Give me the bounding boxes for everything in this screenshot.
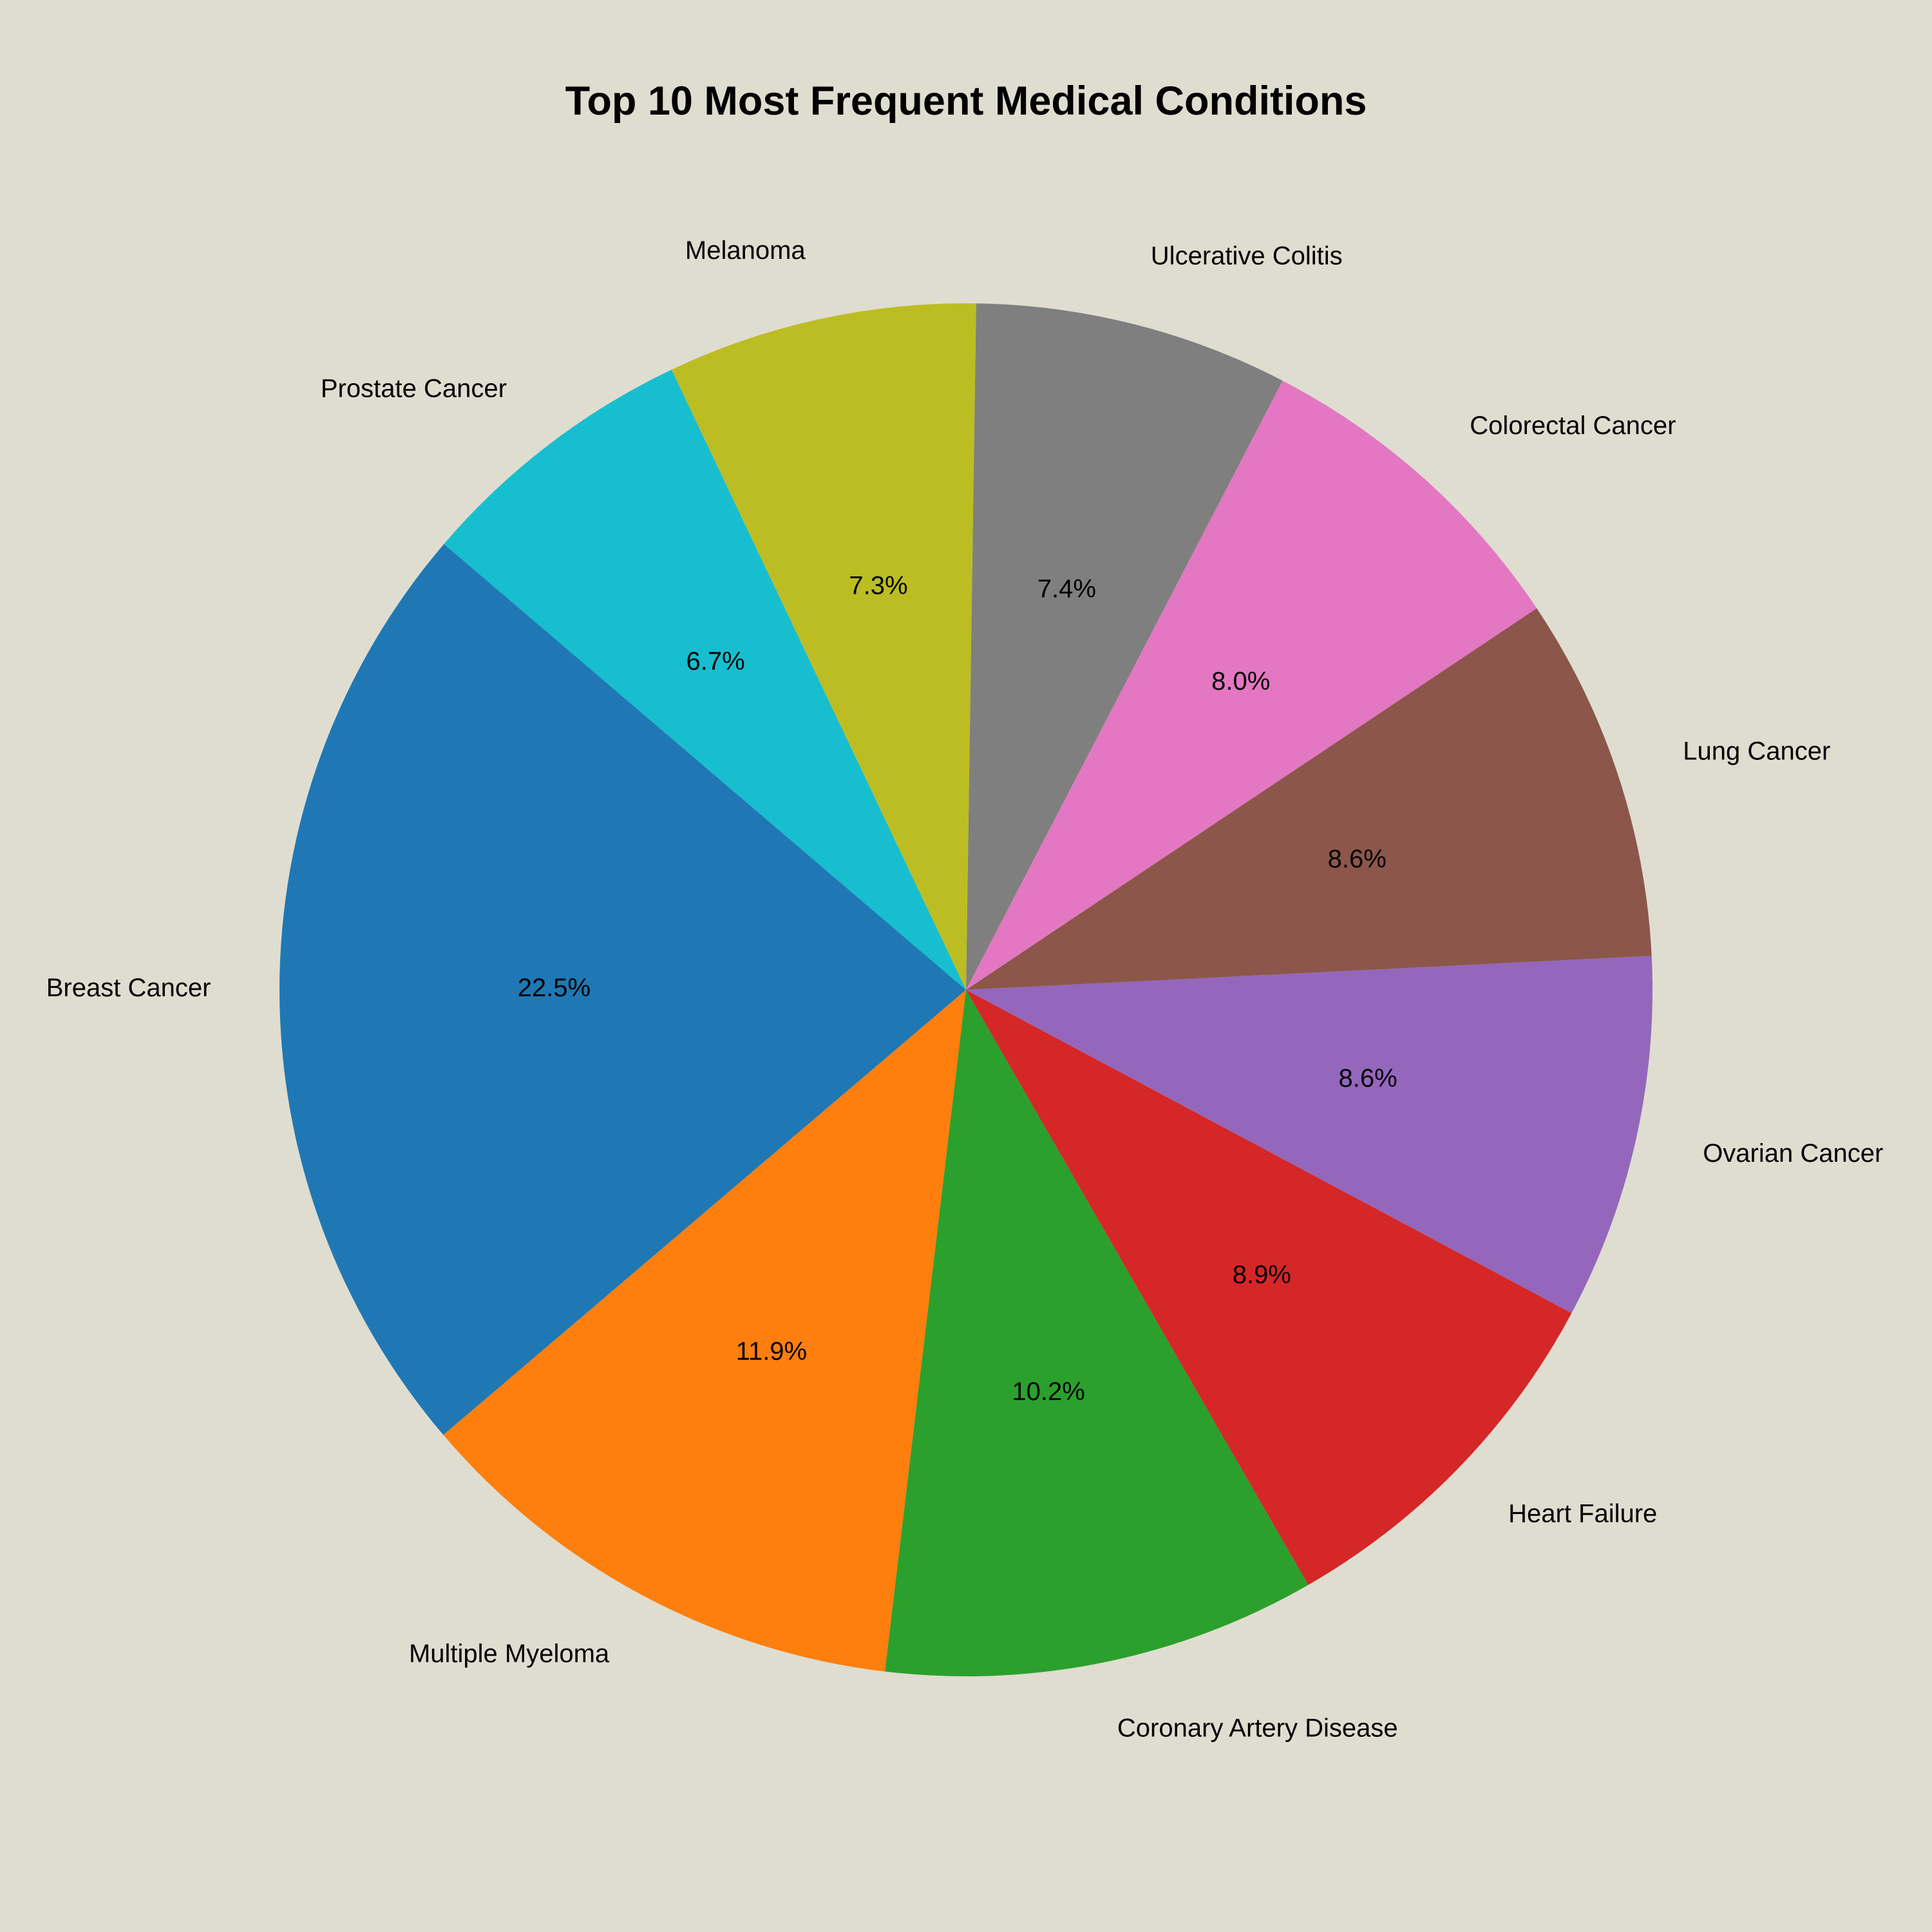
chart-title: Top 10 Most Frequent Medical Conditions <box>565 79 1367 124</box>
slice-percent-label: 8.6% <box>1339 1064 1397 1092</box>
slice-label: Ulcerative Colitis <box>1151 242 1343 270</box>
slice-percent-label: 8.0% <box>1211 667 1270 696</box>
slice-label: Breast Cancer <box>46 974 211 1002</box>
pie-slice-multiple-myeloma <box>443 990 966 1672</box>
slice-label: Coronary Artery Disease <box>1117 1714 1398 1742</box>
pie-slice-lung-cancer <box>966 608 1652 990</box>
slice-percent-label: 22.5% <box>518 974 591 1002</box>
pie-slice-melanoma <box>671 303 976 990</box>
pie-slice-coronary-artery-disease <box>885 990 1309 1677</box>
slice-label: Prostate Cancer <box>321 375 507 403</box>
pie-slice-heart-failure <box>966 990 1572 1586</box>
pie-labels: Breast Cancer 22.5% Multiple Myeloma 11.9% C… <box>46 236 1884 1743</box>
pie-slice-ulcerative-colitis <box>966 303 1283 990</box>
slice-label: Melanoma <box>685 236 806 265</box>
slice-percent-label: 8.9% <box>1233 1261 1291 1289</box>
pie-slices <box>279 303 1653 1677</box>
slice-percent-label: 7.3% <box>849 572 907 600</box>
slice-label: Multiple Myeloma <box>409 1640 610 1668</box>
slice-label: Colorectal Cancer <box>1470 412 1676 440</box>
slice-label: Ovarian Cancer <box>1703 1139 1883 1168</box>
slice-label: Lung Cancer <box>1683 737 1830 765</box>
pie-slice-ovarian-cancer <box>966 956 1653 1313</box>
slice-percent-label: 6.7% <box>687 647 745 676</box>
slice-percent-label: 10.2% <box>1012 1378 1084 1406</box>
slice-percent-label: 8.6% <box>1328 845 1387 873</box>
pie-slice-prostate-cancer <box>444 370 966 990</box>
pie-slice-breast-cancer <box>279 544 967 1435</box>
pie-slice-colorectal-cancer <box>966 381 1537 990</box>
slice-percent-label: 7.4% <box>1037 574 1096 603</box>
slice-percent-label: 11.9% <box>736 1337 807 1365</box>
slice-label: Heart Failure <box>1508 1500 1657 1528</box>
